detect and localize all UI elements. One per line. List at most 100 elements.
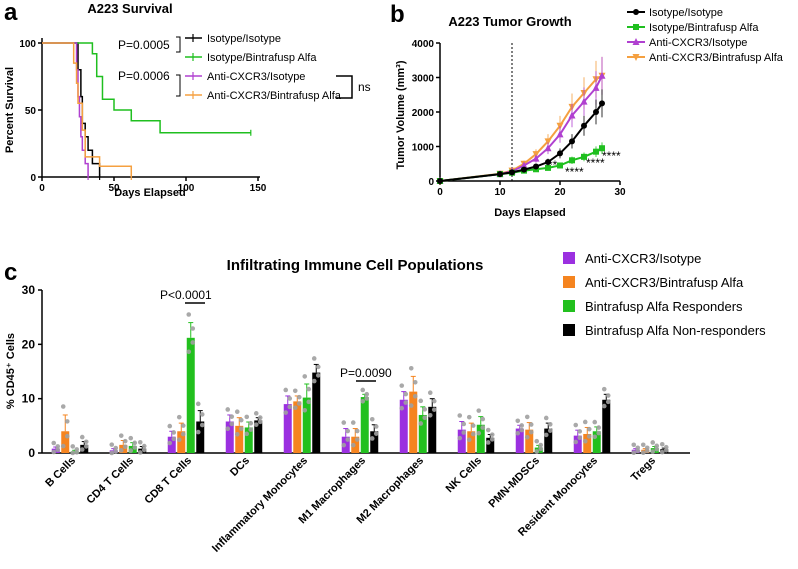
bar-dot xyxy=(292,388,298,394)
tumor-ytick-label: 4000 xyxy=(412,39,435,50)
tumor-point xyxy=(521,166,527,173)
bar-dot xyxy=(605,399,611,405)
bar-dot xyxy=(79,434,85,440)
bar-dot xyxy=(601,403,607,409)
bar-dot xyxy=(186,349,192,355)
bar-dot xyxy=(51,440,57,446)
tumor-point xyxy=(545,164,551,171)
bar-dot xyxy=(427,412,433,418)
survival-pvalue-2: P=0.0006 xyxy=(118,69,170,83)
bar-dot xyxy=(650,440,656,445)
bar-dot xyxy=(431,407,437,412)
bar-dot xyxy=(489,432,495,437)
bar-dot xyxy=(631,442,637,448)
tumor-point xyxy=(581,153,587,160)
bar-dot xyxy=(476,408,482,413)
bar-category-label: NK Cells xyxy=(444,455,484,495)
bar-dot xyxy=(315,364,321,370)
bar-dot xyxy=(109,450,115,456)
survival-ns: ns xyxy=(358,80,371,94)
bar-dot xyxy=(176,414,182,420)
bar-dot xyxy=(485,440,491,445)
m1-pvalue: P=0.0090 xyxy=(340,366,392,380)
bar-dot xyxy=(577,429,583,434)
tumor-point xyxy=(557,150,563,157)
cd8-pvalue: P<0.0001 xyxy=(160,288,212,302)
bar-dot xyxy=(83,439,89,445)
bar-dot xyxy=(524,414,530,420)
bar-dot xyxy=(547,428,553,433)
bar-dot xyxy=(171,436,177,442)
bar-dot xyxy=(257,415,263,420)
bar-dot xyxy=(605,393,611,398)
bar-dot xyxy=(234,432,240,437)
bar-cd8-t-cells-anti-cxcr3-isotype xyxy=(167,436,176,453)
bar-dot xyxy=(315,373,321,378)
bar-dot xyxy=(190,340,196,345)
bar-nk-cells-bintrafusp-alfa-responders xyxy=(476,424,485,453)
bar-dot xyxy=(341,442,347,448)
bar-legend-swatch xyxy=(563,276,575,288)
bar-dot xyxy=(418,398,424,404)
tumor-point xyxy=(544,144,552,152)
bar-dot xyxy=(360,398,366,404)
bar-dot xyxy=(403,391,409,397)
tumor-sig-4: **** xyxy=(602,149,621,163)
bar-pmn-mdscs-anti-cxcr3-bintrafusp-alfa xyxy=(525,429,534,453)
tumor-legend-marker xyxy=(632,54,640,61)
bar-ytick-label: 10 xyxy=(22,392,36,406)
tumor-point xyxy=(581,122,587,129)
bar-legend-label: Bintrafusp Alfa Non-responders xyxy=(585,323,766,338)
bar-dot xyxy=(457,413,463,418)
bar-dot xyxy=(109,442,115,447)
bar-ytick-label: 20 xyxy=(22,337,36,351)
bar-dot xyxy=(128,448,134,453)
bar-dot xyxy=(631,450,637,456)
bar-nk-cells-anti-cxcr3-isotype xyxy=(457,429,466,453)
tumor-point xyxy=(593,148,599,155)
bar-dot xyxy=(431,398,437,404)
bar-dot xyxy=(476,430,482,436)
tumor-legend-marker xyxy=(633,24,639,30)
survival-xtick-label: 150 xyxy=(250,183,267,194)
bar-dot xyxy=(287,396,293,401)
bar-dot xyxy=(190,326,196,331)
bar-pmn-mdscs-bintrafusp-alfa-non-responders xyxy=(544,428,553,453)
bar-legend-swatch xyxy=(563,300,575,312)
bar-dot xyxy=(306,399,312,405)
bar-legend-label: Anti-CXCR3/Bintrafusp Alfa xyxy=(585,275,744,290)
bar-dot xyxy=(582,438,588,444)
survival-line-anti-cxcr3-isotype xyxy=(42,42,89,177)
bar-dot xyxy=(167,423,173,429)
bar-dot xyxy=(229,421,235,427)
bar-m1-macrophages-bintrafusp-alfa-non-responders xyxy=(370,431,379,453)
bar-dot xyxy=(141,447,147,453)
bar-dot xyxy=(257,419,263,425)
bar-dot xyxy=(373,424,379,429)
bar-dot xyxy=(534,438,540,444)
tumor-point xyxy=(497,171,503,178)
bar-dot xyxy=(635,448,641,454)
bar-dot xyxy=(199,422,205,428)
bar-dcs-anti-cxcr3-isotype xyxy=(225,421,234,453)
bar-dot xyxy=(519,427,525,433)
bar-dot xyxy=(238,426,244,431)
bar-cd4-t-cells-anti-cxcr3-bintrafusp-alfa xyxy=(119,444,128,453)
bar-dot xyxy=(373,431,379,436)
bar-dot xyxy=(644,448,650,454)
bar-dot xyxy=(55,444,61,449)
bar-ytick-label: 0 xyxy=(28,446,35,460)
survival-xtick-label: 50 xyxy=(108,183,120,194)
bar-nk-cells-anti-cxcr3-bintrafusp-alfa xyxy=(467,431,476,453)
bar-dot xyxy=(118,433,124,438)
bar-dot xyxy=(225,407,231,412)
bar-dot xyxy=(244,431,250,437)
tumor-legend-marker xyxy=(632,38,640,45)
bar-dot xyxy=(485,427,491,433)
bar-dot xyxy=(128,435,134,441)
bar-dot xyxy=(422,415,428,421)
tumor-title: A223 Tumor Growth xyxy=(448,14,571,29)
bar-dot xyxy=(296,401,302,406)
survival-line-anti-cxcr3-bintrafusp-alfa xyxy=(42,42,133,177)
